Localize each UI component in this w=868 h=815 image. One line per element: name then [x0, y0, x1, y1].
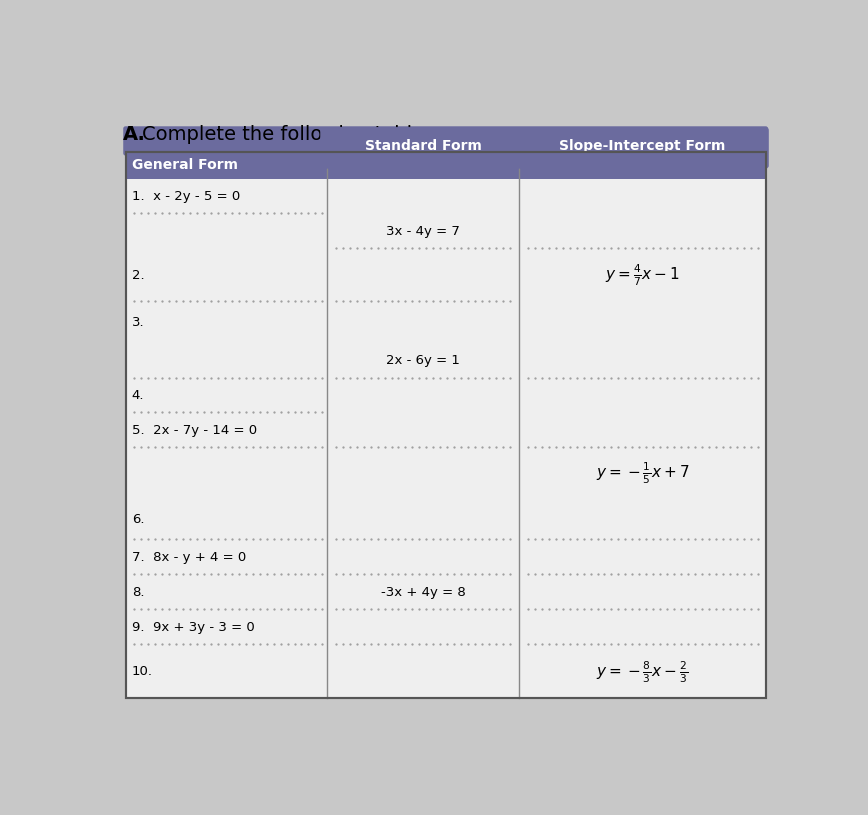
- Text: Standard Form: Standard Form: [365, 139, 482, 153]
- Text: 4.: 4.: [132, 390, 144, 403]
- Text: $y = -\frac{8}{3}x - \frac{2}{3}$: $y = -\frac{8}{3}x - \frac{2}{3}$: [596, 659, 688, 685]
- Bar: [126, 178, 766, 698]
- Bar: [126, 152, 766, 178]
- Text: 6.: 6.: [132, 513, 144, 526]
- FancyBboxPatch shape: [320, 127, 769, 169]
- Text: 9.  9x + 3y - 3 = 0: 9. 9x + 3y - 3 = 0: [132, 621, 254, 634]
- Text: Slope-Intercept Form: Slope-Intercept Form: [559, 139, 726, 153]
- Text: 3x - 4y = 7: 3x - 4y = 7: [386, 225, 460, 238]
- Text: General Form: General Form: [132, 158, 238, 172]
- Text: $y = \frac{4}{7}x - 1$: $y = \frac{4}{7}x - 1$: [605, 262, 680, 288]
- Text: 3.: 3.: [132, 316, 144, 329]
- FancyBboxPatch shape: [123, 126, 768, 156]
- Text: -3x + 4y = 8: -3x + 4y = 8: [381, 586, 465, 599]
- Text: 1.  x - 2y - 5 = 0: 1. x - 2y - 5 = 0: [132, 190, 240, 203]
- Bar: [126, 152, 766, 698]
- Text: A.: A.: [122, 125, 145, 143]
- Text: 8.: 8.: [132, 586, 144, 599]
- Text: $y = -\frac{1}{5}x + 7$: $y = -\frac{1}{5}x + 7$: [595, 460, 689, 487]
- Text: 2.: 2.: [132, 269, 144, 282]
- Text: 7.  8x - y + 4 = 0: 7. 8x - y + 4 = 0: [132, 551, 246, 564]
- Text: Complete the following table.: Complete the following table.: [141, 125, 431, 143]
- Text: 10.: 10.: [132, 665, 153, 678]
- Text: 5.  2x - 7y - 14 = 0: 5. 2x - 7y - 14 = 0: [132, 424, 257, 437]
- Text: 2x - 6y = 1: 2x - 6y = 1: [386, 355, 460, 368]
- Bar: [126, 152, 766, 698]
